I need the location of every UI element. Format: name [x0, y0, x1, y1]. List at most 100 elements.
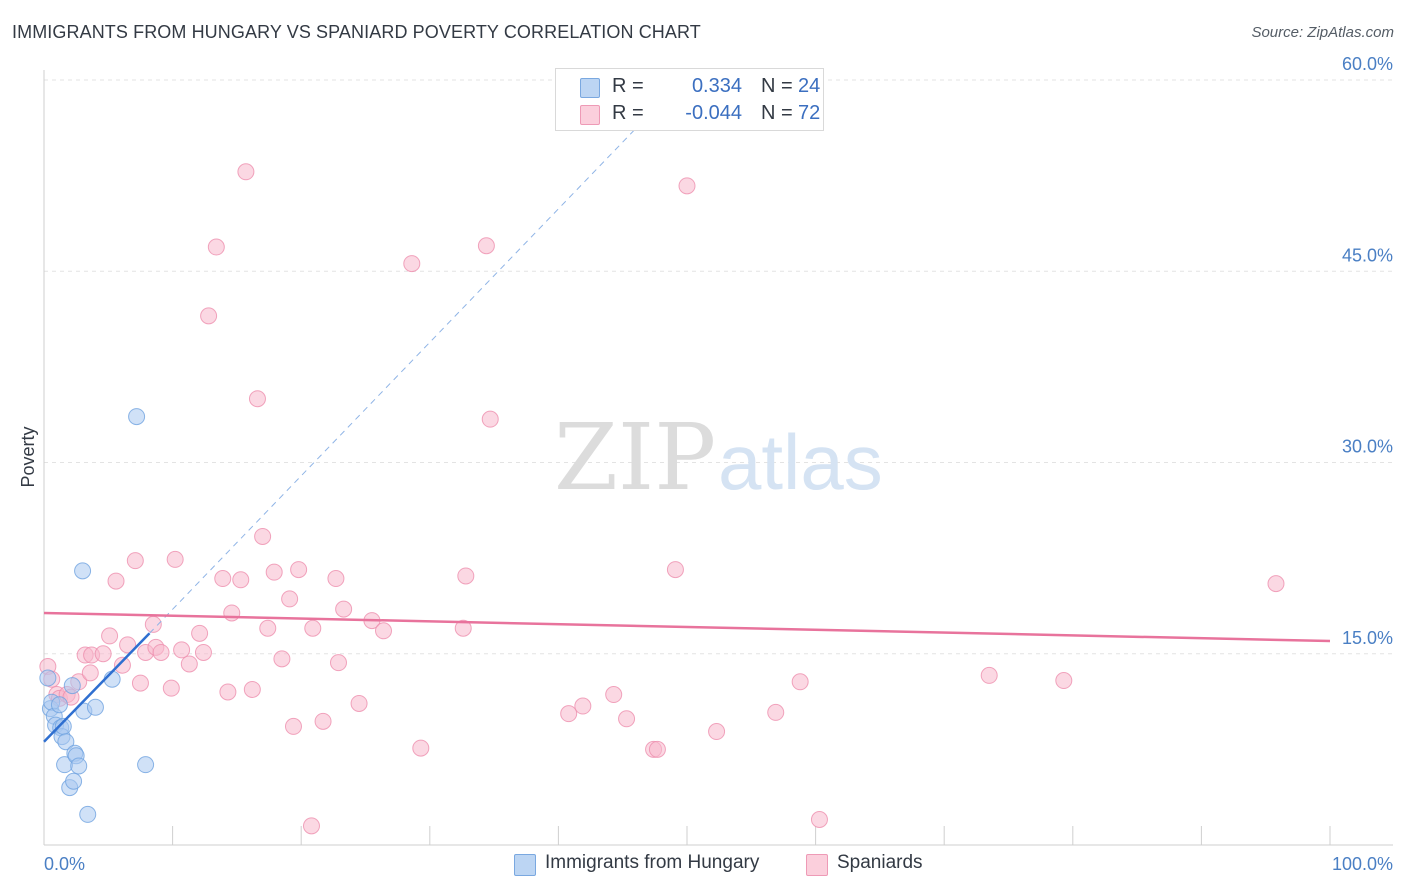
spaniards-point: [180, 655, 198, 673]
spaniards-point: [259, 619, 277, 637]
spaniards-point: [302, 817, 320, 835]
correlation-legend: R = 0.334 N = 24 R = -0.044 N = 72: [555, 68, 824, 131]
legend-r-label: R =: [612, 102, 644, 124]
spaniards-point: [403, 255, 421, 273]
spaniards-point: [281, 590, 299, 608]
spaniards-point: [243, 680, 261, 698]
spaniards-point: [314, 712, 332, 730]
spaniards-point: [454, 619, 472, 637]
spaniards-trend-line: [43, 611, 1331, 643]
spaniards-point: [304, 619, 322, 637]
hungary-point: [70, 757, 88, 775]
spaniards-point: [605, 686, 623, 704]
spaniards-point: [618, 710, 636, 728]
legend-r-value: -0.044: [685, 102, 742, 124]
spaniards-point: [980, 666, 998, 684]
y-tick-label: 30.0%: [1342, 437, 1393, 457]
bottom-legend-swatch-spaniards: [806, 854, 828, 876]
spaniards-point: [162, 679, 180, 697]
bottom-legend-swatch-hungary: [514, 854, 536, 876]
spaniards-point: [81, 664, 99, 682]
spaniards-point: [457, 567, 475, 585]
chart-title: IMMIGRANTS FROM HUNGARY VS SPANIARD POVE…: [12, 22, 701, 42]
y-tick-label: 45.0%: [1342, 245, 1393, 265]
spaniards-point: [1267, 575, 1285, 593]
legend-n-label: N =: [761, 75, 793, 97]
legend-r-label: R =: [612, 75, 644, 97]
hungary-point: [63, 677, 81, 695]
bottom-legend-label-hungary: Immigrants from Hungary: [545, 852, 760, 873]
spaniards-point: [708, 723, 726, 741]
spaniards-point: [284, 717, 302, 735]
spaniards-point: [101, 627, 119, 645]
hungary-point: [128, 408, 146, 426]
spaniards-point: [1055, 672, 1073, 690]
hungary-point: [50, 696, 68, 714]
spaniards-point: [166, 550, 184, 568]
spaniards-point: [126, 552, 144, 570]
hungary-trend-line: [43, 632, 151, 743]
spaniards-point: [214, 570, 232, 588]
spaniards-point: [207, 238, 225, 256]
legend-n-label: N =: [761, 102, 793, 124]
spaniards-point: [481, 410, 499, 428]
spaniards-point: [412, 739, 430, 757]
spaniards-point: [335, 600, 353, 618]
spaniards-point: [219, 683, 237, 701]
hungary-trend-extension: [149, 121, 643, 634]
spaniards-point: [173, 641, 191, 659]
spaniards-point: [200, 307, 218, 325]
spaniards-point: [350, 694, 368, 712]
x-tick-label-min: 0.0%: [44, 854, 85, 874]
spaniards-point: [254, 527, 272, 545]
x-axis-ticks: [172, 826, 1331, 845]
watermark-zip: ZIP: [554, 404, 716, 511]
spaniards-point: [810, 811, 828, 828]
legend-swatch-spaniards: [580, 105, 600, 125]
y-axis-label: Poverty: [18, 426, 38, 487]
watermark-atlas: atlas: [718, 418, 883, 506]
legend-n-value: 72: [798, 102, 821, 124]
spaniards-point: [119, 636, 137, 654]
spaniards-point: [560, 705, 578, 723]
spaniards-point: [327, 570, 345, 588]
spaniards-point: [248, 390, 266, 408]
spaniards-point: [237, 163, 255, 181]
spaniards-point: [273, 650, 291, 668]
hungary-point: [57, 733, 75, 751]
bottom-legend-label-spaniards: Spaniards: [837, 852, 923, 873]
hungary-point: [65, 772, 83, 790]
spaniards-point: [375, 622, 393, 640]
spaniards-point: [329, 654, 347, 672]
spaniards-point: [678, 177, 696, 195]
legend-r-value: 0.334: [691, 75, 742, 97]
spaniards-point: [477, 237, 495, 255]
y-tick-label: 60.0%: [1342, 54, 1393, 74]
spaniards-point: [290, 561, 308, 579]
spaniards-point: [194, 643, 212, 661]
x-tick-label-max: 100.0%: [1332, 854, 1393, 874]
hungary-point: [137, 756, 155, 774]
hungary-point: [103, 670, 121, 688]
spaniards-point: [791, 673, 809, 691]
spaniards-point: [191, 624, 209, 642]
hungary-point: [79, 805, 97, 823]
spaniards-point: [152, 643, 170, 661]
y-tick-label: 15.0%: [1342, 628, 1393, 648]
spaniards-point: [94, 645, 112, 663]
spaniards-point: [265, 563, 283, 581]
hungary-point: [74, 562, 92, 580]
spaniards-point: [574, 697, 592, 715]
spaniards-point: [131, 674, 149, 692]
hungary-point: [39, 669, 57, 687]
spaniards-point: [113, 656, 131, 674]
spaniards-point: [232, 571, 250, 589]
source-credit: Source: ZipAtlas.com: [1251, 24, 1394, 41]
spaniards-point: [648, 740, 666, 758]
trend-lines: [43, 121, 1331, 743]
y-tick-labels: 15.0% 30.0% 45.0% 60.0%: [1342, 54, 1393, 648]
hungary-point: [86, 698, 104, 716]
spaniards-point: [666, 561, 684, 579]
legend-n-value: 24: [798, 75, 821, 97]
